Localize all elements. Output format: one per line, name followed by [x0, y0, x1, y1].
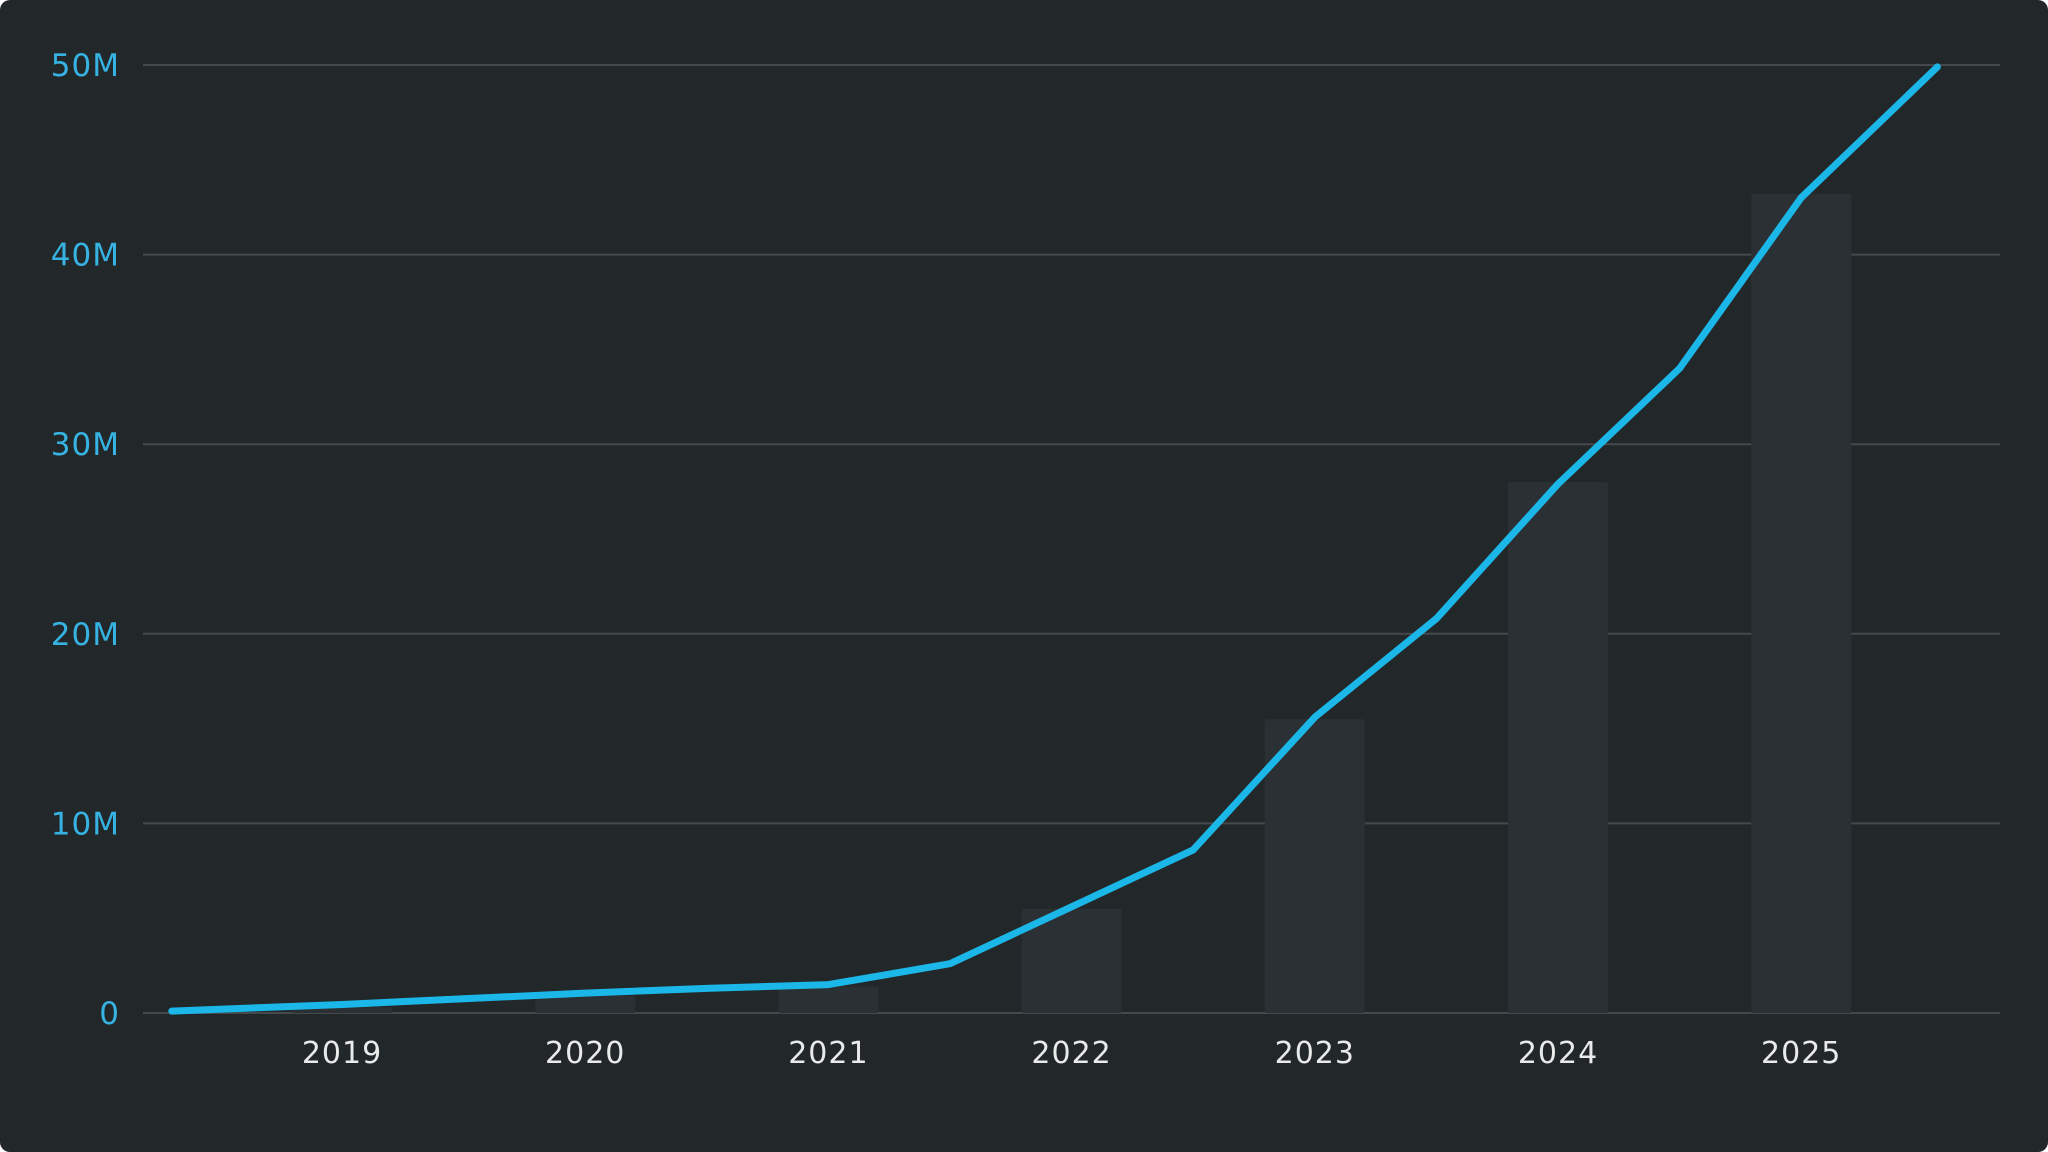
bar-2025 — [1751, 193, 1852, 1014]
bar-series-layer — [292, 193, 1852, 1014]
y-axis-tick-label: 40M — [51, 238, 120, 274]
x-axis-tick-label: 2021 — [788, 1036, 868, 1071]
y-axis-tick-label: 20M — [51, 617, 120, 653]
bar-2023 — [1264, 719, 1365, 1013]
y-axis-tick-label: 0 — [99, 996, 120, 1032]
x-axis-tick-label: 2019 — [302, 1036, 382, 1071]
x-axis-tick-label: 2022 — [1031, 1036, 1111, 1071]
bar-2022 — [1021, 908, 1122, 1013]
x-axis-labels-layer: 2019 2020 2021 2022 2023 2024 2025 — [302, 1036, 1841, 1071]
y-axis-tick-label: 30M — [51, 427, 120, 463]
y-axis-labels-layer: 0 10M 20M 30M 40M 50M — [51, 48, 120, 1032]
y-axis-tick-label: 10M — [51, 806, 120, 842]
bar-2020 — [535, 995, 636, 1013]
y-axis-tick-label: 50M — [51, 48, 120, 84]
bar-2024 — [1508, 482, 1608, 1013]
x-axis-tick-label: 2020 — [545, 1036, 625, 1071]
bar-2021 — [778, 986, 879, 1013]
x-axis-tick-label: 2024 — [1518, 1036, 1598, 1071]
line-series-layer — [168, 63, 1941, 1015]
gridlines-layer — [143, 64, 2000, 1014]
x-axis-tick-label: 2025 — [1761, 1036, 1841, 1071]
x-axis-tick-label: 2023 — [1275, 1036, 1355, 1071]
growth-line-path — [168, 63, 1941, 1015]
